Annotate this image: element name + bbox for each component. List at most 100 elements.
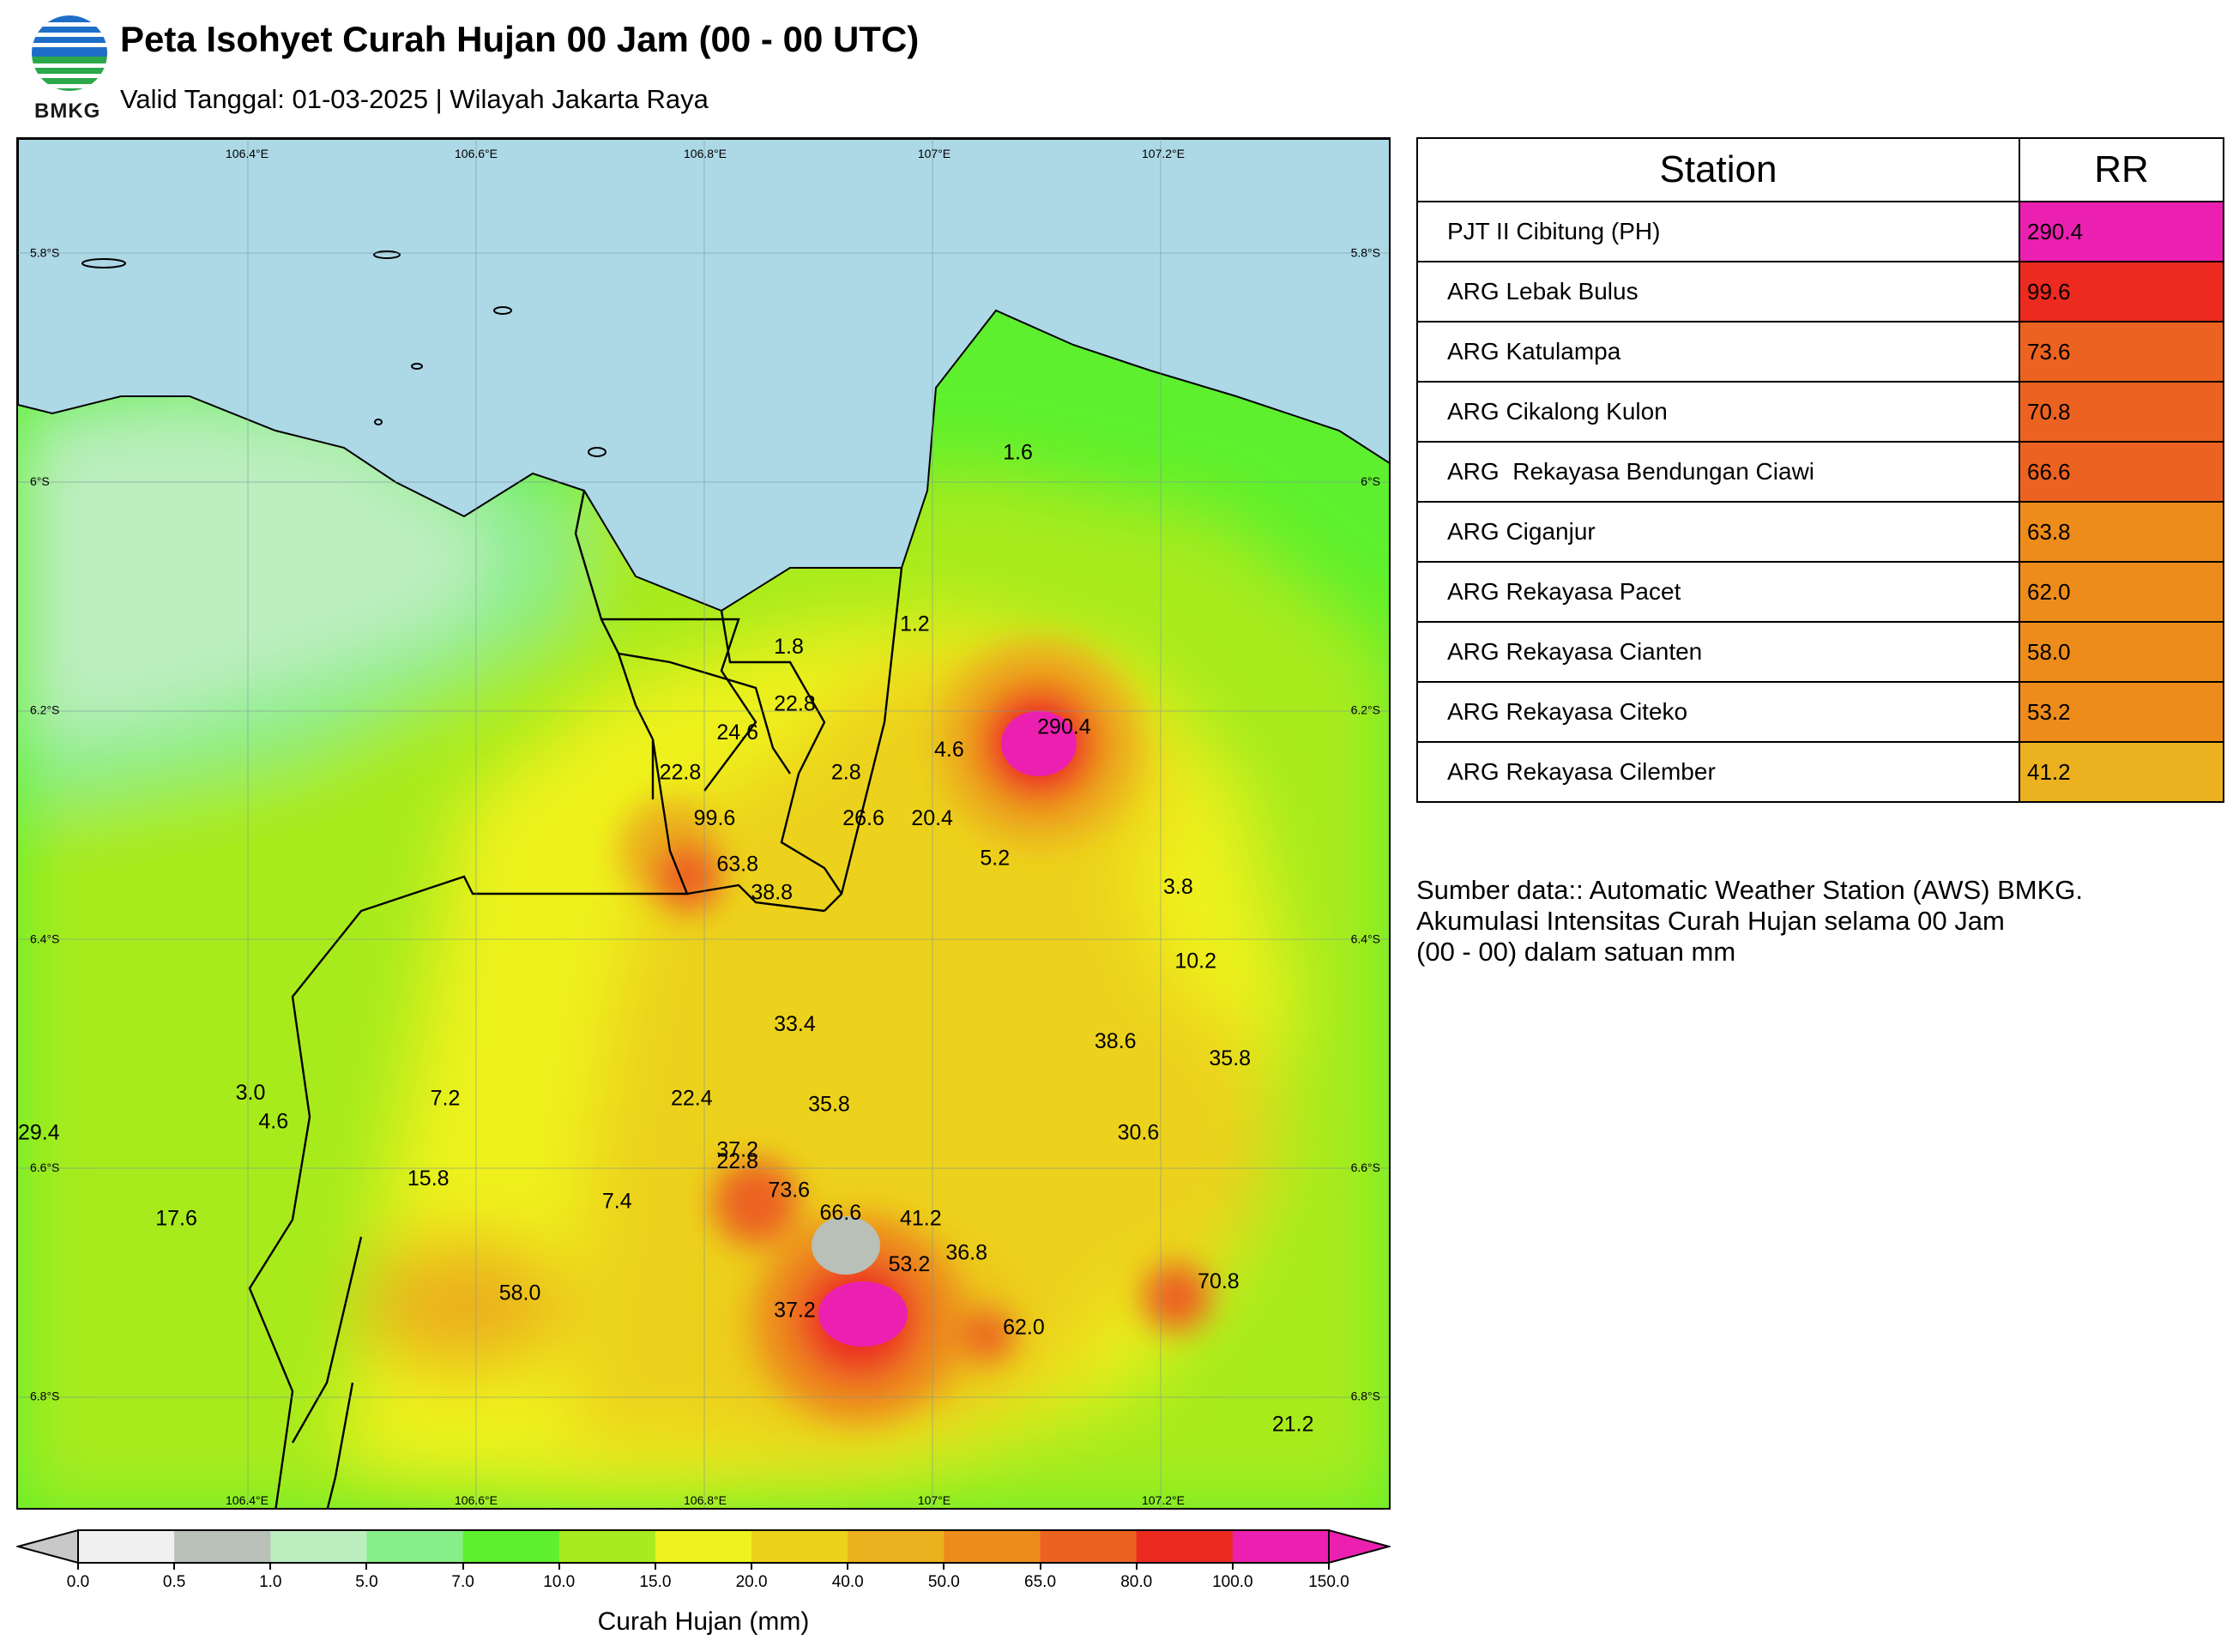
colorbar-swatch — [751, 1530, 848, 1563]
source-line-1: Sumber data:: Automatic Weather Station … — [1416, 875, 2084, 905]
station-value: 37.2 — [774, 1298, 816, 1322]
table-row: PJT II Cibitung (PH) 290.4 — [1416, 201, 2224, 262]
latitude-label: 6.2°S — [30, 703, 59, 717]
rain-max-cibitung — [1001, 711, 1077, 776]
colorbar-label: Curah Hujan (mm) — [597, 1607, 810, 1636]
latitude-label: 6.8°S — [1351, 1390, 1380, 1403]
colorbar-tick-label: 15.0 — [639, 1573, 672, 1591]
latitude-label: 6.4°S — [30, 932, 59, 945]
colorbar-tick-label: 10.0 — [543, 1573, 576, 1591]
station-value: 4.6 — [258, 1109, 288, 1133]
colorbar-swatch — [366, 1530, 464, 1563]
station-value: 7.2 — [431, 1087, 461, 1111]
longitude-label: 106.4°E — [226, 1493, 269, 1507]
longitude-label: 107°E — [918, 1493, 951, 1507]
colorbar-tick-label: 100.0 — [1212, 1573, 1253, 1591]
colorbar-tick-label: 0.0 — [66, 1573, 90, 1591]
station-name: ARG Katulampa — [1416, 321, 2020, 383]
station-value: 35.8 — [1209, 1046, 1251, 1070]
colorbar-tick-label: 50.0 — [927, 1573, 960, 1591]
latitude-labels-left: 5.8°S 6°S 6.2°S 6.4°S 6.6°S 6.8°S — [30, 245, 59, 1402]
colorbar-swatch — [270, 1530, 367, 1563]
station-name: ARG Rekayasa Cianten — [1416, 621, 2020, 683]
station-value: 99.6 — [694, 806, 736, 830]
station-name: ARG Rekayasa Citeko — [1416, 681, 2020, 743]
header-station: Station — [1416, 137, 2020, 202]
longitude-label: 106.8°E — [684, 147, 727, 160]
colorbar — [16, 1528, 1391, 1565]
colorbar-tick-label: 150.0 — [1308, 1573, 1349, 1591]
station-value: 29.4 — [18, 1121, 60, 1145]
station-value: 26.6 — [842, 806, 884, 830]
station-value: 22.8 — [716, 1149, 758, 1173]
station-name: PJT II Cibitung (PH) — [1416, 201, 2020, 262]
station-value: 2.8 — [831, 761, 861, 785]
station-value: 58.0 — [499, 1281, 541, 1305]
admin-boundaries — [248, 490, 903, 1508]
station-rr-value: 66.6 — [2019, 441, 2224, 503]
map-canvas: 106.4°E 106.6°E 106.8°E 107°E 107.2°E 106.4°… — [18, 139, 1389, 1508]
station-value: 66.6 — [820, 1201, 862, 1225]
isohyet-map: 106.4°E 106.6°E 106.8°E 107°E 107.2°E 106.4°… — [16, 137, 1391, 1510]
station-value: 22.8 — [774, 692, 816, 716]
colorbar-swatch — [655, 1530, 752, 1563]
data-source-note: Sumber data:: Automatic Weather Station … — [1416, 875, 2083, 968]
station-rr-value: 70.8 — [2019, 381, 2224, 443]
station-value: 37.2 — [716, 1138, 758, 1162]
station-rr-value: 62.0 — [2019, 561, 2224, 623]
station-name: ARG Rekayasa Cilember — [1416, 741, 2020, 803]
station-value: 20.4 — [911, 806, 953, 830]
station-rr-value: 53.2 — [2019, 681, 2224, 743]
station-value: 22.4 — [671, 1087, 713, 1111]
colorbar-tick-mark — [654, 1563, 656, 1570]
colorbar-swatch — [848, 1530, 944, 1563]
rain-max-puncak — [818, 1281, 908, 1347]
station-value: 5.2 — [980, 847, 1010, 871]
colorbar-tick-mark — [558, 1563, 560, 1570]
table-row: ARG Rekayasa Bendungan Ciawi 66.6 — [1416, 441, 2224, 503]
station-value: 21.2 — [1272, 1413, 1314, 1437]
longitude-labels-bottom: 106.4°E 106.6°E 106.8°E 107°E 107.2°E — [226, 1493, 1185, 1507]
table-row: ARG Rekayasa Pacet 62.0 — [1416, 561, 2224, 623]
longitude-label: 106.6°E — [455, 1493, 498, 1507]
colorbar-swatch — [462, 1530, 560, 1563]
latitude-label: 6.6°S — [30, 1161, 59, 1174]
colorbar-tick-label: 5.0 — [355, 1573, 378, 1591]
colorbar-tick-mark — [1135, 1563, 1138, 1570]
map-title: Peta Isohyet Curah Hujan 00 Jam (00 - 00… — [120, 19, 920, 59]
station-value: 4.6 — [934, 738, 964, 762]
longitude-labels-top: 106.4°E 106.6°E 106.8°E 107°E 107.2°E — [226, 147, 1185, 160]
longitude-label: 106.8°E — [684, 1493, 727, 1507]
colorbar-swatch — [944, 1530, 1041, 1563]
station-value: 1.8 — [774, 635, 804, 659]
station-rr-value: 99.6 — [2019, 261, 2224, 323]
header-rr: RR — [2019, 137, 2224, 202]
station-value: 3.0 — [236, 1081, 266, 1105]
colorbar-under-triangle — [16, 1528, 79, 1565]
station-value: 10.2 — [1174, 950, 1216, 974]
station-value: 63.8 — [716, 852, 758, 876]
colorbar-tick-label: 65.0 — [1024, 1573, 1057, 1591]
latitude-label: 6.6°S — [1351, 1161, 1380, 1174]
colorbar-swatch — [174, 1530, 271, 1563]
logo-text: BMKG — [34, 99, 101, 123]
station-rr-value: 58.0 — [2019, 621, 2224, 683]
colorbar-tick-label: 20.0 — [735, 1573, 768, 1591]
station-value: 70.8 — [1198, 1269, 1240, 1293]
colorbar-over-triangle — [1328, 1528, 1391, 1565]
table-header: Station RR — [1416, 137, 2224, 202]
station-table: Station RR PJT II Cibitung (PH) 290.4 ARG … — [1416, 137, 2224, 803]
station-value: 1.6 — [1003, 440, 1033, 464]
table-row: ARG Lebak Bulus 99.6 — [1416, 261, 2224, 323]
colorbar-swatch — [1136, 1530, 1234, 1563]
colorbar-tick-mark — [751, 1563, 753, 1570]
table-row: ARG Rekayasa Citeko 53.2 — [1416, 681, 2224, 743]
station-rr-value: 73.6 — [2019, 321, 2224, 383]
map-subtitle: Valid Tanggal: 01-03-2025 | Wilayah Jaka… — [120, 84, 709, 114]
station-rr-value: 290.4 — [2019, 201, 2224, 262]
station-value: 290.4 — [1037, 714, 1091, 739]
colorbar-tick-label: 0.5 — [162, 1573, 186, 1591]
rain-zone-low — [812, 1216, 880, 1275]
table-body: PJT II Cibitung (PH) 290.4 ARG Lebak Bulus… — [1416, 201, 2224, 803]
station-value: 73.6 — [768, 1178, 810, 1202]
